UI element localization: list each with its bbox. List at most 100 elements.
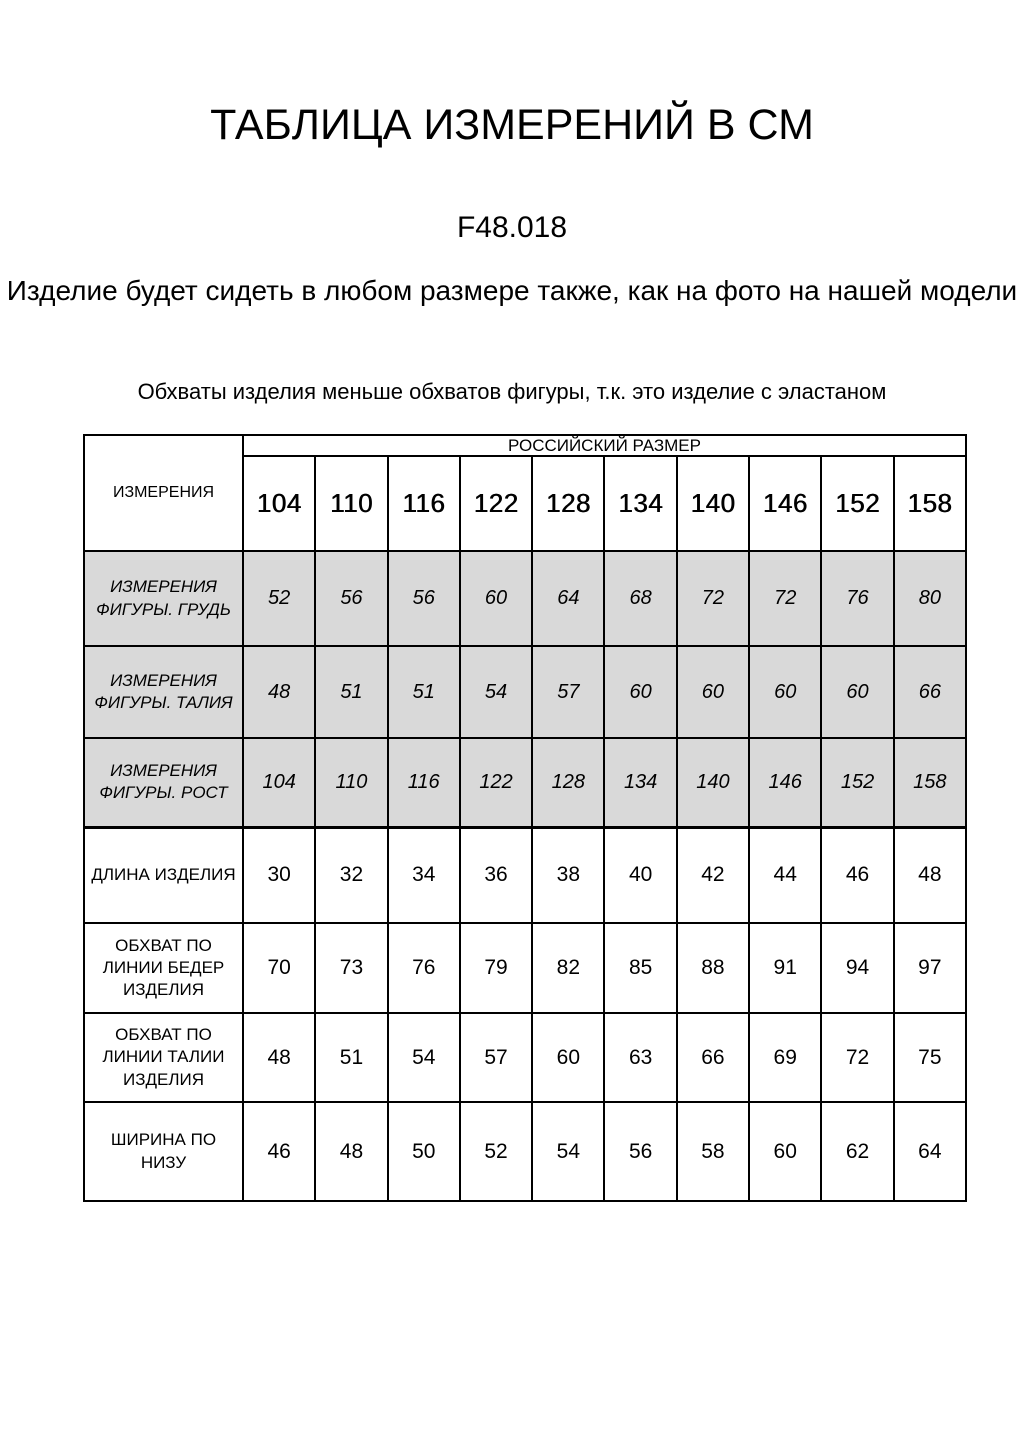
value-cell: 104 xyxy=(241,737,317,828)
value-cell: 30 xyxy=(241,825,317,924)
value-cell: 48 xyxy=(314,1101,389,1202)
value-cell: 54 xyxy=(531,1101,606,1202)
value-cell: 76 xyxy=(820,550,895,647)
page-title: ТАБЛИЦА ИЗМЕРЕНИЙ В СМ xyxy=(210,101,814,149)
size-header-134: 134 xyxy=(603,455,678,552)
value-cell: 64 xyxy=(531,550,606,647)
size-header-128: 128 xyxy=(531,455,606,552)
value-cell: 46 xyxy=(241,1101,317,1202)
value-cell: 52 xyxy=(458,1101,534,1202)
table-row: ИЗМЕРЕНИЯ ФИГУРЫ. РОСТ 104 110 116 122 128 134… xyxy=(83,737,968,828)
value-cell: 75 xyxy=(892,1012,968,1103)
value-cell: 51 xyxy=(314,1012,389,1103)
value-cell: 54 xyxy=(386,1012,461,1103)
size-header-122: 122 xyxy=(458,455,534,552)
value-cell: 85 xyxy=(603,922,678,1014)
size-header-140: 140 xyxy=(675,455,751,552)
elastane-note: Обхваты изделия меньше обхватов фигуры, … xyxy=(137,379,887,404)
table-row: ОБХВАТ ПО ЛИНИИ БЕДЕР ИЗДЕЛИЯ 70 73 76 79 82 8… xyxy=(83,922,968,1014)
value-cell: 72 xyxy=(675,550,751,647)
value-cell: 46 xyxy=(820,825,895,924)
value-cell: 140 xyxy=(675,737,751,828)
value-cell: 97 xyxy=(892,922,968,1014)
value-cell: 48 xyxy=(241,1012,317,1103)
russian-size-header: РОССИЙСКИЙ РАЗМЕР xyxy=(242,434,967,457)
value-cell: 54 xyxy=(458,645,534,739)
size-header-146: 146 xyxy=(748,455,823,552)
value-cell: 76 xyxy=(386,922,461,1014)
row-label: ОБХВАТ ПО ЛИНИИ БЕДЕР ИЗДЕЛИЯ xyxy=(83,922,244,1014)
value-cell: 58 xyxy=(675,1101,751,1202)
value-cell: 32 xyxy=(314,825,389,924)
article-code: F48.018 xyxy=(456,211,568,244)
value-cell: 60 xyxy=(820,645,895,739)
value-cell: 60 xyxy=(748,1101,823,1202)
value-cell: 57 xyxy=(531,645,606,739)
value-cell: 62 xyxy=(820,1101,895,1202)
row-label: ДЛИНА ИЗДЕЛИЯ xyxy=(83,825,244,924)
row-label: ИЗМЕРЕНИЯ ФИГУРЫ. РОСТ xyxy=(83,737,244,828)
size-header-158: 158 xyxy=(892,455,968,552)
value-cell: 66 xyxy=(892,645,968,739)
value-cell: 57 xyxy=(458,1012,534,1103)
value-cell: 69 xyxy=(748,1012,823,1103)
size-header-row: ИЗМЕРЕНИЯ РОССИЙСКИЙ РАЗМЕР xyxy=(83,434,967,552)
value-cell: 79 xyxy=(458,922,534,1014)
value-cell: 60 xyxy=(458,550,534,647)
row-label: ШИРИНА ПО НИЗУ xyxy=(83,1101,244,1202)
row-label: ИЗМЕРЕНИЯ ФИГУРЫ. ТАЛИЯ xyxy=(83,645,244,739)
value-cell: 34 xyxy=(386,825,461,924)
value-cell: 63 xyxy=(603,1012,678,1103)
measurements-corner-header: ИЗМЕРЕНИЯ xyxy=(83,434,244,552)
value-cell: 64 xyxy=(892,1101,968,1202)
value-cell: 51 xyxy=(314,645,389,739)
value-cell: 60 xyxy=(531,1012,606,1103)
value-cell: 146 xyxy=(748,737,823,828)
value-cell: 134 xyxy=(603,737,678,828)
size-header-110: 110 xyxy=(314,455,389,552)
value-cell: 80 xyxy=(892,550,968,647)
value-cell: 36 xyxy=(458,825,534,924)
value-cell: 116 xyxy=(386,737,461,828)
value-cell: 66 xyxy=(675,1012,751,1103)
value-cell: 51 xyxy=(386,645,461,739)
value-cell: 56 xyxy=(603,1101,678,1202)
size-header-152: 152 xyxy=(820,455,895,552)
measurements-table: ИЗМЕРЕНИЯ РОССИЙСКИЙ РАЗМЕР 104 110 116 122… xyxy=(83,434,968,1202)
size-header-104: 104 xyxy=(241,455,317,552)
value-cell: 82 xyxy=(531,922,606,1014)
table-row: ДЛИНА ИЗДЕЛИЯ 30 32 34 36 38 40 42 44 46 48 xyxy=(83,825,968,924)
value-cell: 72 xyxy=(748,550,823,647)
value-cell: 128 xyxy=(531,737,606,828)
fit-note: Изделие будет сидеть в любом размере так… xyxy=(6,275,1018,306)
value-cell: 52 xyxy=(241,550,317,647)
value-cell: 91 xyxy=(748,922,823,1014)
size-header-116: 116 xyxy=(386,455,461,552)
table-row: ИЗМЕРЕНИЯ ФИГУРЫ. ГРУДЬ 52 56 56 60 64 68 72 72 7… xyxy=(83,550,968,647)
value-cell: 152 xyxy=(820,737,895,828)
table-row: ШИРИНА ПО НИЗУ 46 48 50 52 54 56 58 60 62 64 xyxy=(83,1101,968,1202)
value-cell: 73 xyxy=(314,922,389,1014)
table-row: ИЗМЕРЕНИЯ ФИГУРЫ. ТАЛИЯ 48 51 51 54 57 60 60 60 6… xyxy=(83,645,968,739)
value-cell: 110 xyxy=(314,737,389,828)
value-cell: 48 xyxy=(892,825,968,924)
value-cell: 88 xyxy=(675,922,751,1014)
value-cell: 122 xyxy=(458,737,534,828)
value-cell: 60 xyxy=(748,645,823,739)
value-cell: 38 xyxy=(531,825,606,924)
value-cell: 158 xyxy=(892,737,968,828)
value-cell: 48 xyxy=(241,645,317,739)
row-label: ИЗМЕРЕНИЯ ФИГУРЫ. ГРУДЬ xyxy=(83,550,244,647)
value-cell: 70 xyxy=(241,922,317,1014)
value-cell: 60 xyxy=(603,645,678,739)
value-cell: 72 xyxy=(820,1012,895,1103)
value-cell: 50 xyxy=(386,1101,461,1202)
table-head: ИЗМЕРЕНИЯ РОССИЙСКИЙ РАЗМЕР 104 110 116 122… xyxy=(83,434,968,552)
value-cell: 94 xyxy=(820,922,895,1014)
value-cell: 42 xyxy=(675,825,751,924)
size-values-row: 104 110 116 122 128 134 140 146 152 158 xyxy=(84,455,968,552)
value-cell: 68 xyxy=(603,550,678,647)
value-cell: 44 xyxy=(748,825,823,924)
table-row: ОБХВАТ ПО ЛИНИИ ТАЛИИ ИЗДЕЛИЯ 48 51 54 57 60 6… xyxy=(83,1012,968,1103)
